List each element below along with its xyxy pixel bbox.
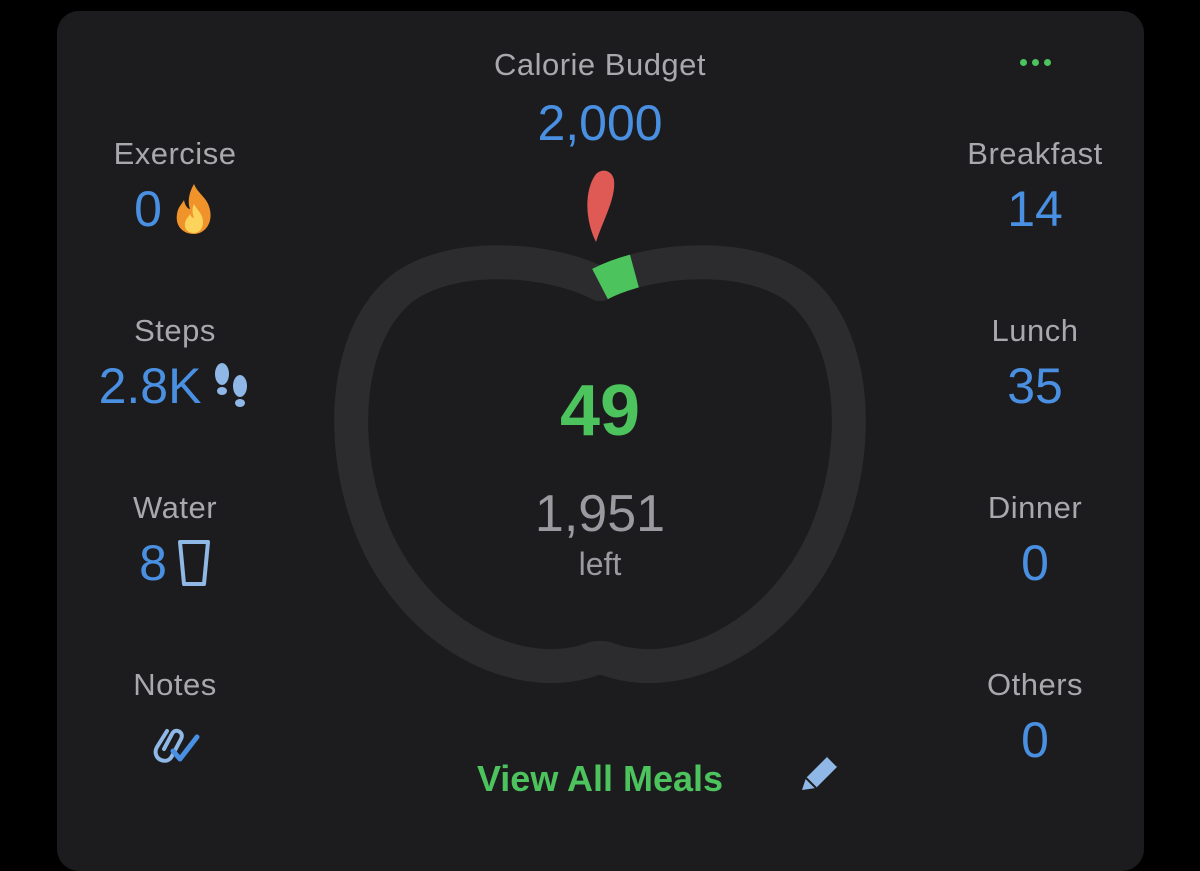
water-stat[interactable]: Water 8	[60, 490, 290, 592]
pencil-icon[interactable]	[792, 748, 848, 804]
water-label: Water	[132, 490, 218, 525]
view-all-meals-button[interactable]: View All Meals	[476, 758, 724, 799]
exercise-label: Exercise	[113, 136, 237, 171]
breakfast-stat[interactable]: Breakfast 14	[920, 136, 1150, 238]
ring-track	[334, 245, 866, 684]
breakfast-label: Breakfast	[967, 136, 1103, 171]
steps-value: 2.8K	[98, 358, 202, 414]
more-dot-icon	[1031, 58, 1039, 66]
calorie-budget-value[interactable]: 2,000	[537, 95, 663, 151]
steps-label: Steps	[134, 313, 216, 348]
others-value: 0	[1021, 712, 1049, 768]
leaf-icon	[587, 170, 615, 242]
others-label: Others	[986, 667, 1084, 702]
calories-remaining-value: 1,951	[534, 485, 666, 543]
more-options-button[interactable]	[1010, 50, 1060, 74]
exercise-stat[interactable]: Exercise 0	[60, 136, 290, 238]
notes-label: Notes	[133, 667, 217, 702]
calories-remaining-label: left	[578, 546, 622, 582]
calorie-budget-label: Calorie Budget	[493, 47, 707, 82]
steps-stat[interactable]: Steps 2.8K	[60, 313, 290, 415]
dinner-label: Dinner	[987, 490, 1083, 525]
more-dot-icon	[1019, 58, 1027, 66]
others-stat[interactable]: Others 0	[920, 667, 1150, 769]
glass-icon	[177, 540, 210, 586]
paperclip-check-icon	[153, 728, 200, 763]
water-value: 8	[139, 535, 167, 591]
calorie-summary-card	[57, 11, 1144, 871]
exercise-value: 0	[134, 181, 162, 237]
lunch-stat[interactable]: Lunch 35	[920, 313, 1150, 415]
more-dot-icon	[1043, 58, 1051, 66]
footprints-icon	[215, 363, 248, 407]
flame-icon	[176, 184, 211, 234]
lunch-value: 35	[1007, 358, 1063, 414]
breakfast-value: 14	[1007, 181, 1063, 237]
lunch-label: Lunch	[991, 313, 1079, 348]
dinner-value: 0	[1021, 535, 1049, 591]
apple-progress-ring	[334, 170, 866, 684]
dinner-stat[interactable]: Dinner 0	[920, 490, 1150, 592]
notes-stat[interactable]: Notes	[60, 667, 290, 767]
calories-consumed-value: 49	[559, 371, 641, 451]
